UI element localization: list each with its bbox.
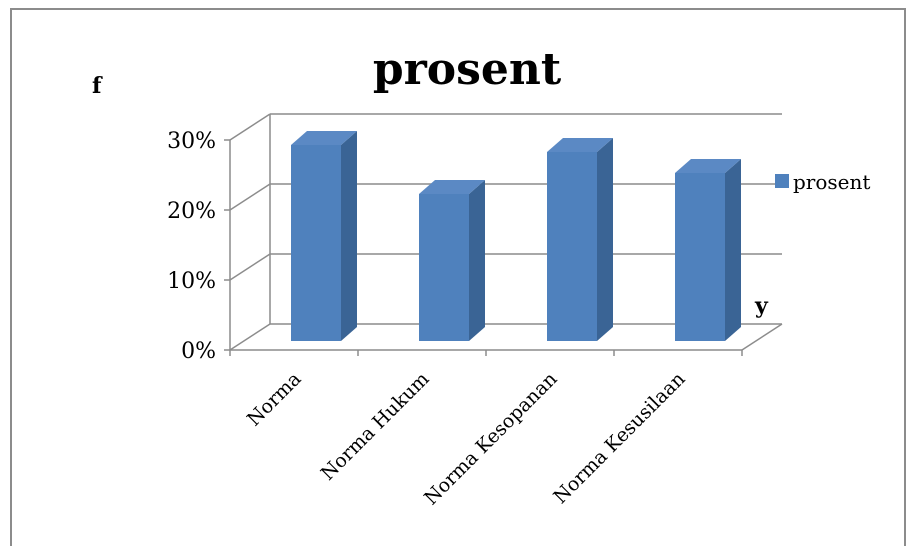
legend-label: prosent: [793, 170, 870, 194]
floor-edge: [741, 323, 783, 351]
bar-2: [419, 180, 485, 341]
bar-front: [675, 173, 725, 341]
legend-swatch: [775, 174, 789, 188]
y-tick-label: 30%: [167, 129, 216, 154]
bar-side: [469, 180, 485, 341]
bar-1: [291, 131, 357, 341]
x-tick-label: Norma Kesusilaan: [549, 368, 689, 508]
y-tick-labels: 0% 10% 20% 30%: [167, 129, 216, 364]
x-tick-label: Norma Hukum: [317, 368, 434, 485]
chart-frame: [10, 8, 906, 546]
bar-side: [725, 159, 741, 341]
x-tick-label: Norma: [243, 368, 306, 431]
y-tick-label: 20%: [167, 199, 216, 224]
y-axis-label: f: [92, 73, 103, 99]
y-tick-label: 0%: [181, 339, 216, 364]
bar-top: [419, 180, 485, 194]
gridline-diagonal: [229, 253, 271, 281]
bar-side: [341, 131, 357, 341]
y-tick-label: 10%: [167, 269, 216, 294]
legend: prosent: [775, 170, 870, 194]
bar-front: [419, 194, 469, 341]
bar-top: [547, 138, 613, 152]
bar-top: [291, 131, 357, 145]
bar-front: [547, 152, 597, 341]
x-tick-label: Norma Kesopanan: [420, 368, 561, 509]
x-axis-label: y: [754, 293, 769, 319]
bar-4: [675, 159, 741, 341]
bar-3: [547, 138, 613, 341]
chart-title: prosent: [373, 44, 562, 95]
bar-side: [597, 138, 613, 341]
gridline-diagonal: [229, 113, 271, 141]
gridline-diagonal: [229, 183, 271, 211]
bar-front: [291, 145, 341, 341]
bar-top: [675, 159, 741, 173]
bars: [291, 131, 741, 341]
gridline-diagonal: [229, 323, 271, 351]
